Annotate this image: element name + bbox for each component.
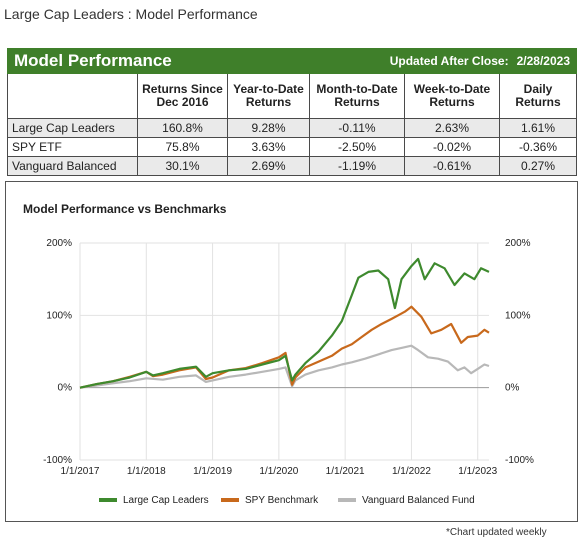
x-tick-label: 1/1/2020 bbox=[259, 466, 298, 477]
series-line-3 bbox=[79, 344, 490, 389]
table-banner: Model Performance Updated After Close: 2/… bbox=[8, 49, 576, 73]
cell-mtd: -1.19% bbox=[309, 156, 405, 176]
table-row: Vanguard Balanced 30.1% 2.69% -1.19% -0.… bbox=[7, 156, 577, 176]
cell-mtd: -0.11% bbox=[309, 118, 405, 138]
table-header-row: Returns Since Dec 2016 Year-to-Date Retu… bbox=[7, 73, 577, 119]
x-tick-label: 1/1/2021 bbox=[326, 466, 365, 477]
cell-daily: 0.27% bbox=[499, 156, 577, 176]
x-tick-label: 1/1/2019 bbox=[193, 466, 232, 477]
cell-wtd: -0.61% bbox=[404, 156, 500, 176]
updated-date: 2/28/2023 bbox=[516, 54, 570, 68]
series-line-1 bbox=[79, 257, 490, 389]
y-tick-label-right: -100% bbox=[505, 455, 534, 466]
cell-ytd: 3.63% bbox=[227, 137, 310, 157]
column-header-mtd: Month-to-Date Returns bbox=[309, 73, 405, 119]
y-tick-label-left: 100% bbox=[46, 310, 72, 321]
x-tick-label: 1/1/2022 bbox=[392, 466, 431, 477]
y-tick-label-left: 200% bbox=[46, 238, 72, 249]
legend-label: SPY Benchmark bbox=[245, 495, 319, 506]
row-name: Large Cap Leaders bbox=[7, 118, 138, 138]
column-header-ytd: Year-to-Date Returns bbox=[227, 73, 310, 119]
table-row: SPY ETF 75.8% 3.63% -2.50% -0.02% -0.36% bbox=[7, 137, 577, 157]
cell-since: 30.1% bbox=[137, 156, 228, 176]
updated-label: Updated After Close: bbox=[389, 54, 509, 68]
cell-daily: -0.36% bbox=[499, 137, 577, 157]
cell-mtd: -2.50% bbox=[309, 137, 405, 157]
chart-svg: Model Performance vs Benchmarks 1/1/2017 1… bbox=[23, 202, 534, 506]
x-tick-label: 1/1/2023 bbox=[458, 466, 497, 477]
column-header-wtd: Week-to-Date Returns bbox=[404, 73, 500, 119]
page-title: Large Cap Leaders : Model Performance bbox=[4, 6, 258, 22]
y-tick-label-right: 100% bbox=[505, 310, 531, 321]
cell-wtd: 2.63% bbox=[404, 118, 500, 138]
cell-ytd: 2.69% bbox=[227, 156, 310, 176]
x-tick-label: 1/1/2018 bbox=[127, 466, 166, 477]
legend-label: Large Cap Leaders bbox=[123, 495, 209, 506]
y-tick-label-right: 0% bbox=[505, 383, 520, 394]
table-title: Model Performance bbox=[14, 51, 172, 70]
column-header-since: Returns Since Dec 2016 bbox=[137, 73, 228, 119]
cell-since: 160.8% bbox=[137, 118, 228, 138]
cell-since: 75.8% bbox=[137, 137, 228, 157]
column-header-daily: Daily Returns bbox=[499, 73, 577, 119]
performance-table: Model Performance Updated After Close: 2/… bbox=[7, 48, 577, 176]
y-tick-label-left: 0% bbox=[58, 383, 73, 394]
row-name: Vanguard Balanced bbox=[7, 156, 138, 176]
row-name: SPY ETF bbox=[7, 137, 138, 157]
chart-title: Model Performance vs Benchmarks bbox=[23, 202, 227, 216]
cell-daily: 1.61% bbox=[499, 118, 577, 138]
x-tick-label: 1/1/2017 bbox=[61, 466, 100, 477]
cell-wtd: -0.02% bbox=[404, 137, 500, 157]
table-row: Large Cap Leaders 160.8% 9.28% -0.11% 2.… bbox=[7, 118, 577, 138]
y-tick-label-left: -100% bbox=[43, 455, 72, 466]
cell-ytd: 9.28% bbox=[227, 118, 310, 138]
series-line-2 bbox=[79, 305, 490, 389]
y-tick-label-right: 200% bbox=[505, 238, 531, 249]
performance-chart: Model Performance vs Benchmarks 1/1/2017 1… bbox=[5, 181, 578, 522]
legend-label: Vanguard Balanced Fund bbox=[362, 495, 475, 506]
column-header-name bbox=[7, 73, 138, 119]
updated-info: Updated After Close: 2/28/2023 bbox=[382, 54, 570, 68]
chart-footnote: *Chart updated weekly bbox=[446, 527, 547, 538]
